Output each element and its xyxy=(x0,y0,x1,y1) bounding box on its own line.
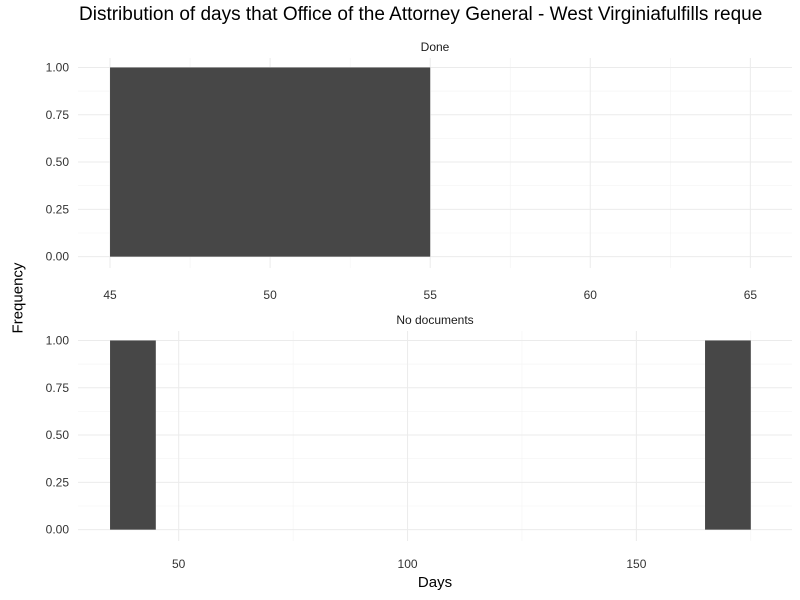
y-tick-label: 0.75 xyxy=(46,381,70,395)
x-tick-label: 65 xyxy=(744,288,758,302)
x-tick-label: 50 xyxy=(172,557,186,571)
y-tick-label: 0.00 xyxy=(46,250,70,264)
x-tick-label: 50 xyxy=(263,288,277,302)
y-tick-label: 1.00 xyxy=(46,333,70,347)
histogram-bar xyxy=(110,67,431,257)
y-tick-label: 1.00 xyxy=(46,60,70,74)
y-tick-label: 0.50 xyxy=(46,155,70,169)
x-tick-label: 150 xyxy=(626,557,646,571)
y-tick-label: 0.25 xyxy=(46,202,70,216)
histogram-bar xyxy=(705,340,751,530)
facet-strip-label: No documents xyxy=(396,313,473,327)
y-tick-label: 0.25 xyxy=(46,475,70,489)
y-tick-label: 0.50 xyxy=(46,428,70,442)
x-tick-label: 60 xyxy=(584,288,598,302)
y-tick-label: 0.00 xyxy=(46,523,70,537)
x-axis-label: Days xyxy=(417,574,453,591)
x-tick-label: 45 xyxy=(103,288,117,302)
x-tick-label: 55 xyxy=(424,288,438,302)
chart-title: Distribution of days that Office of the … xyxy=(79,4,763,25)
y-tick-label: 0.75 xyxy=(46,108,70,122)
histogram-bar xyxy=(110,340,156,530)
x-tick-label: 100 xyxy=(398,557,418,571)
facet-strip-label: Done xyxy=(421,40,450,54)
